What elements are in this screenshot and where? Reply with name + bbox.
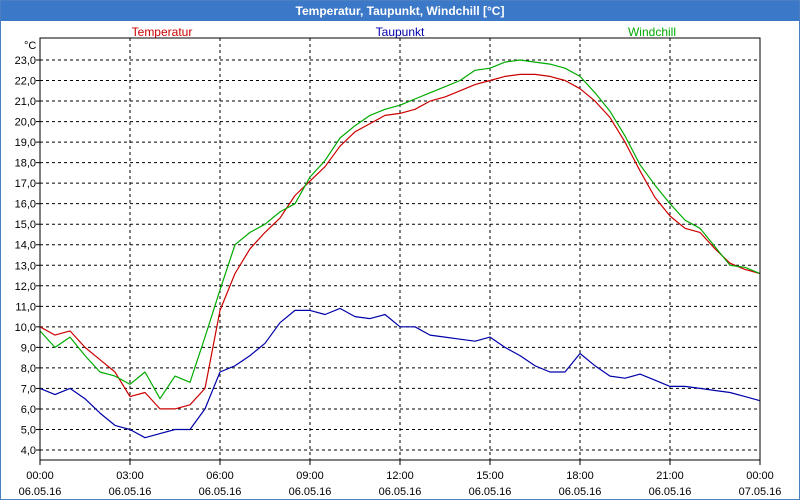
x-tick-date-label: 06.05.16 [199, 486, 242, 498]
y-tick-label: 12,0 [15, 281, 36, 293]
x-tick-time-label: 03:00 [116, 470, 144, 482]
x-tick-date-label: 06.05.16 [379, 486, 422, 498]
x-tick-time-label: 21:00 [656, 470, 684, 482]
x-tick-date-label: 06.05.16 [289, 486, 332, 498]
x-tick-time-label: 12:00 [386, 470, 414, 482]
x-tick-date-label: 06.05.16 [559, 486, 602, 498]
x-tick-date-label: 06.05.16 [649, 486, 692, 498]
y-tick-label: 20,0 [15, 117, 36, 129]
y-tick-label: 6,0 [21, 404, 36, 416]
x-tick-date-label: 06.05.16 [19, 486, 62, 498]
y-tick-label: 5,0 [21, 424, 36, 436]
x-tick-time-label: 18:00 [566, 470, 594, 482]
y-tick-label: 9,0 [21, 342, 36, 354]
y-tick-label: 10,0 [15, 322, 36, 334]
x-tick-time-label: 00:00 [26, 470, 54, 482]
y-tick-label: 4,0 [21, 445, 36, 457]
y-tick-label: 19,0 [15, 137, 36, 149]
y-axis-unit: °C [24, 40, 36, 52]
x-tick-time-label: 00:00 [746, 470, 774, 482]
grid [40, 38, 760, 460]
series-line-taupunkt [39, 307, 761, 439]
legend: Temperatur Taupunkt Windchill [132, 25, 676, 39]
y-tick-label: 23,0 [15, 55, 36, 67]
y-tick-label: 11,0 [15, 301, 36, 313]
x-tick-date-label: 06.05.16 [109, 486, 152, 498]
y-tick-label: 15,0 [15, 219, 36, 231]
y-tick-label: 16,0 [15, 199, 36, 211]
legend-label-temperatur: Temperatur [132, 25, 193, 39]
legend-label-windchill: Windchill [628, 25, 676, 39]
x-tick-date-label: 06.05.16 [469, 486, 512, 498]
y-tick-label: 14,0 [15, 240, 36, 252]
y-tick-label: 21,0 [15, 96, 36, 108]
x-tick-time-label: 06:00 [206, 470, 234, 482]
y-tick-label: 22,0 [15, 76, 36, 88]
series-line-windchill [39, 59, 761, 400]
y-tick-label: 17,0 [15, 178, 36, 190]
legend-label-taupunkt: Taupunkt [376, 25, 425, 39]
y-tick-label: 7,0 [21, 383, 36, 395]
series-layer [39, 59, 761, 439]
y-tick-label: 18,0 [15, 158, 36, 170]
series-line-temperatur [39, 73, 761, 410]
window-title: Temperatur, Taupunkt, Windchill [°C] [1, 1, 799, 21]
x-tick-time-label: 15:00 [476, 470, 504, 482]
y-tick-label: 8,0 [21, 363, 36, 375]
x-tick-time-label: 09:00 [296, 470, 324, 482]
axes: 4,0 5,0 6,0 7,0 8,0 9,0 10,0 11,0 12,0 13,0 14,0 15… [15, 37, 782, 498]
y-tick-label: 13,0 [15, 260, 36, 272]
x-tick-date-label: 07.05.16 [739, 486, 782, 498]
